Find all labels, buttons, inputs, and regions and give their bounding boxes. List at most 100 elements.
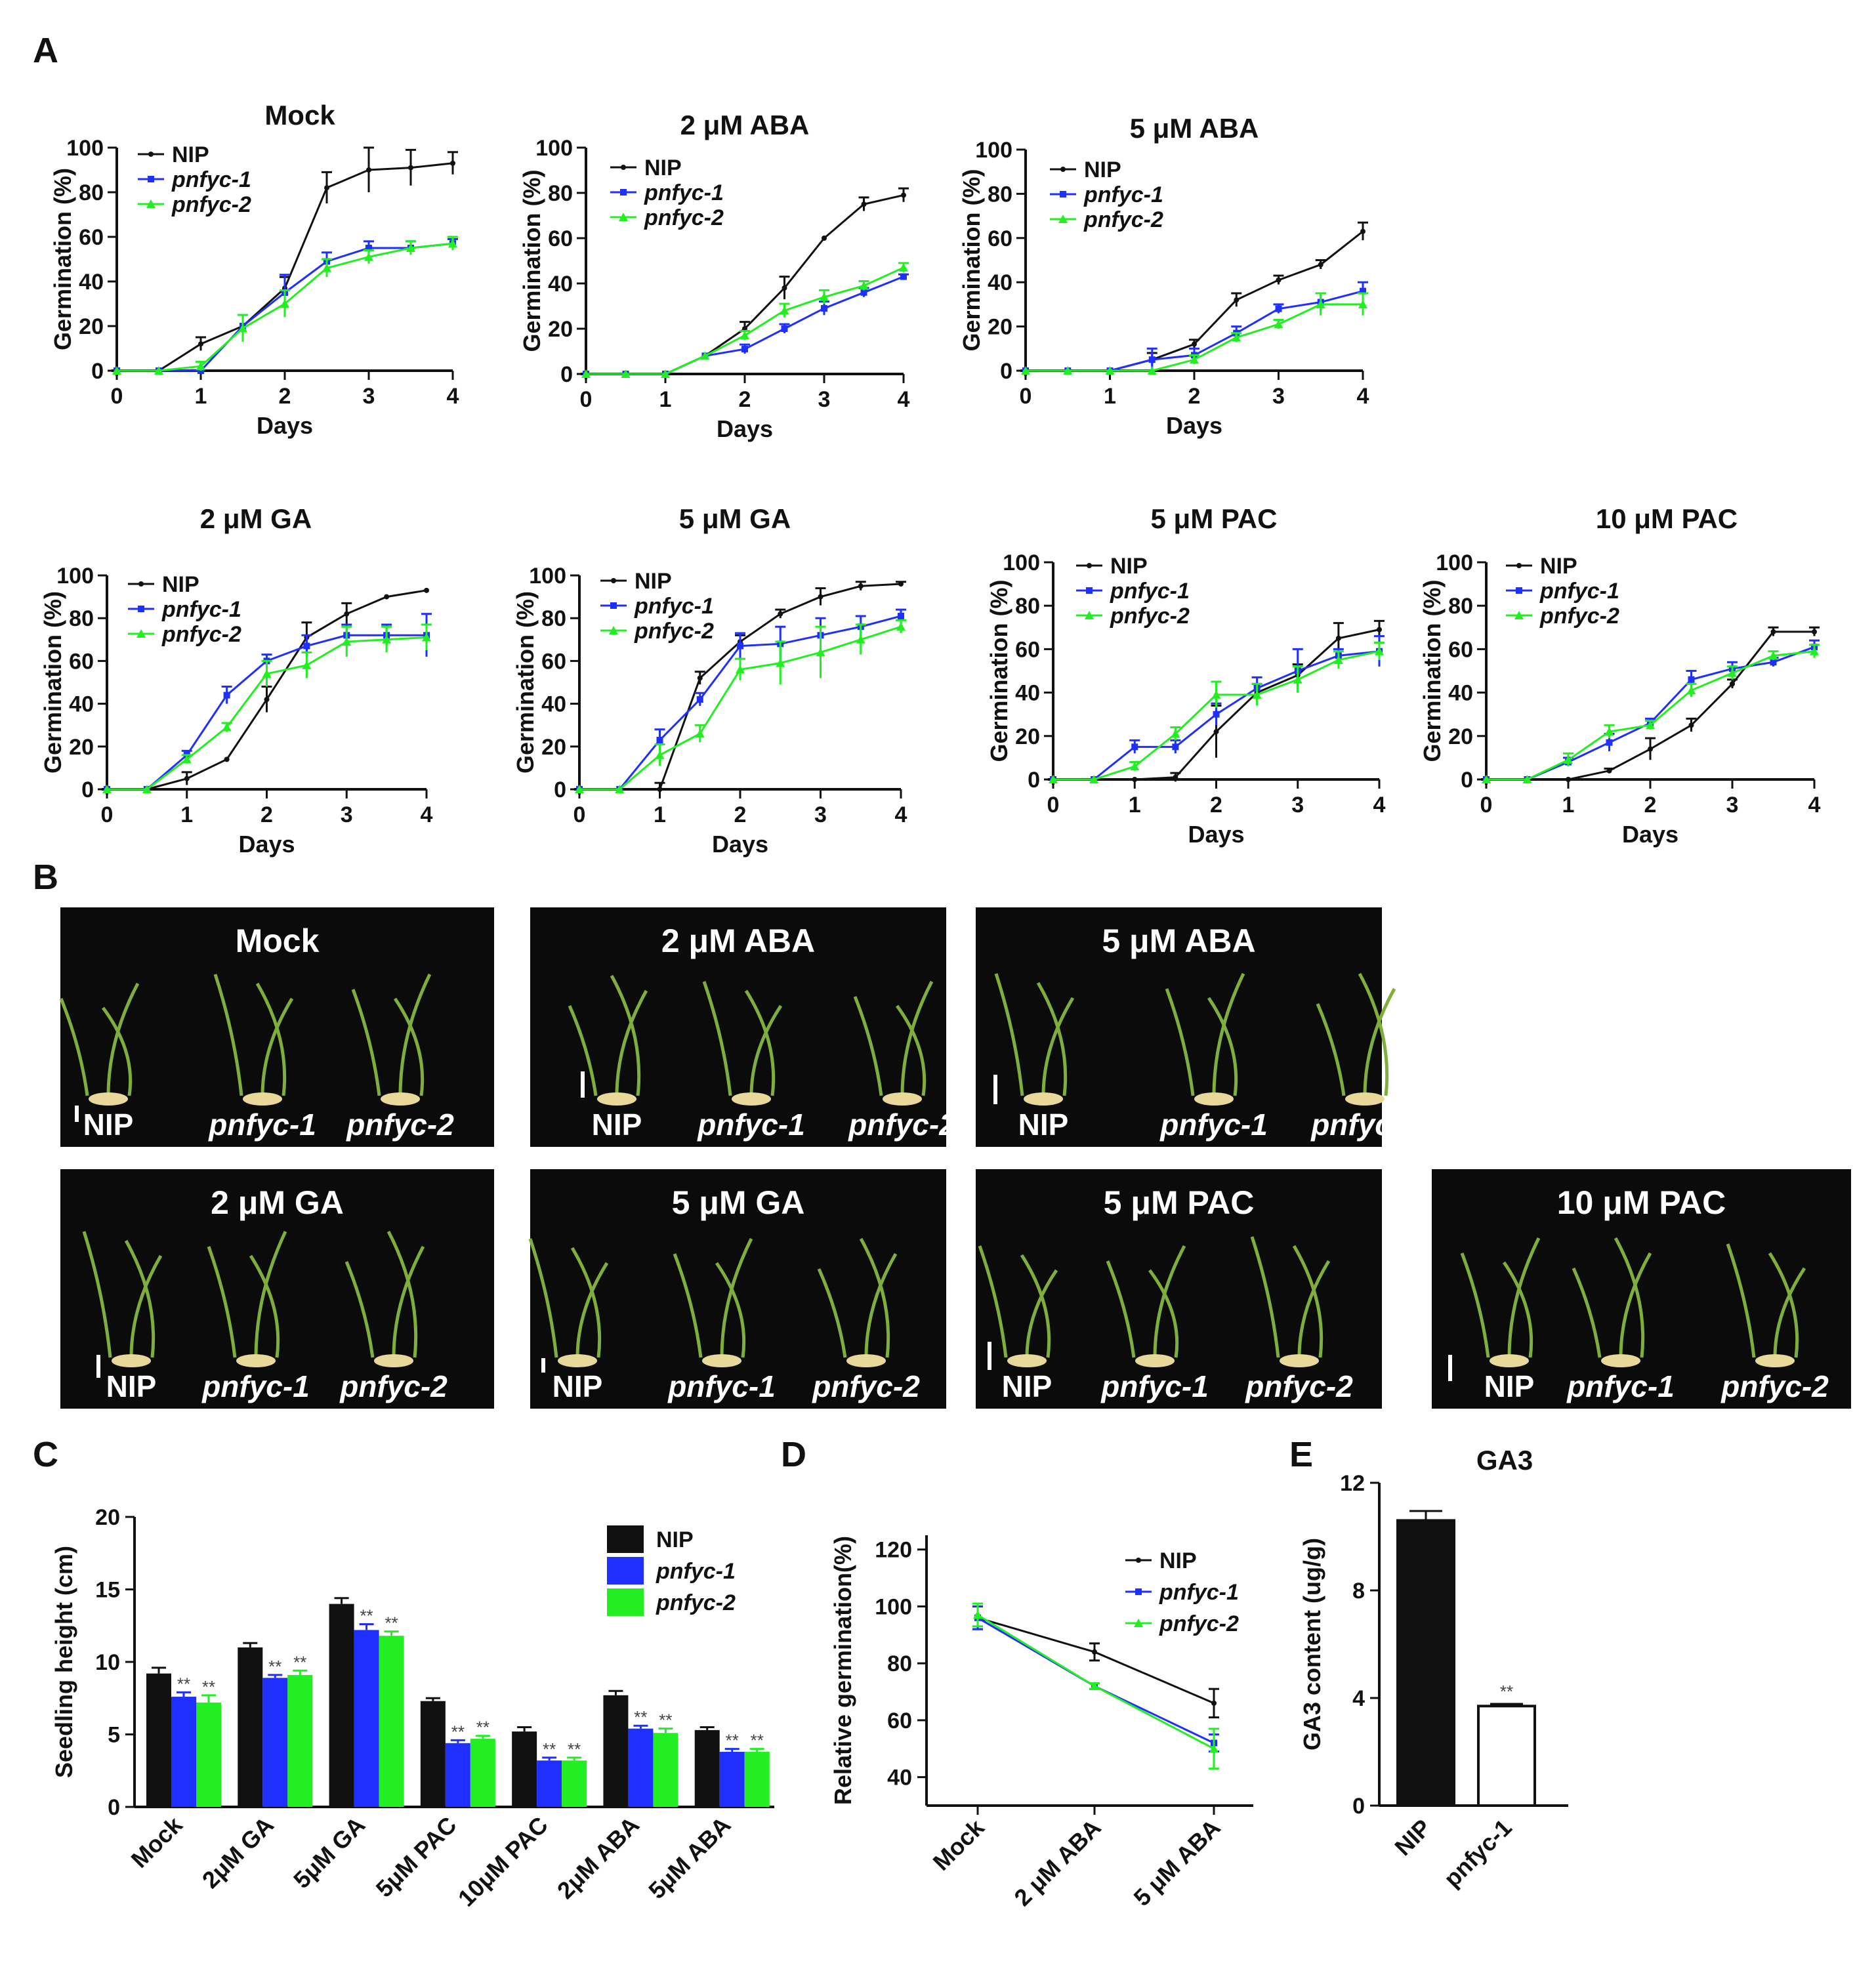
bar-pnfyc-2 — [379, 1636, 404, 1807]
seed-cluster — [1601, 1354, 1640, 1367]
data-point-pnfyc-2 — [1211, 690, 1221, 699]
seedling-leaf — [528, 1238, 558, 1358]
data-point-pnfyc-2 — [154, 366, 163, 375]
data-point-pnfyc-2 — [700, 351, 710, 360]
legend-label-NIP: NIP — [644, 155, 682, 180]
data-point-NIP — [782, 285, 787, 291]
y-tick-label: 60 — [541, 649, 566, 674]
data-point-pnfyc-2 — [1604, 727, 1614, 736]
x-tick-label: 1 — [195, 384, 207, 409]
seedling-leaf — [749, 1004, 783, 1096]
seedling-leaf — [1614, 1237, 1645, 1358]
photo-genotype-label: pnfyc-2 — [847, 1108, 956, 1142]
photo-genotype-label: pnfyc-1 — [667, 1369, 776, 1403]
significance-mark: ** — [293, 1652, 306, 1672]
bar-pnfyc-2 — [744, 1752, 770, 1807]
data-point-pnfyc-2 — [1522, 775, 1532, 783]
chart-title: 5 μM ABA — [1130, 113, 1259, 144]
seedling-leaf — [1207, 997, 1238, 1096]
seed-cluster — [732, 1092, 771, 1106]
y-tick-label: 80 — [988, 182, 1012, 207]
y-axis-title: Germination (%) — [986, 579, 1012, 762]
legend-marker — [148, 176, 154, 182]
seedling-leaf — [207, 1246, 237, 1358]
y-tick-label: 20 — [69, 735, 94, 760]
y-axis-title: Germination (%) — [49, 168, 76, 350]
photo-title: 2 μM GA — [211, 1184, 344, 1221]
data-point-NIP — [344, 611, 350, 617]
data-point-NIP — [1606, 768, 1612, 774]
chart-title: 2 μM GA — [200, 503, 312, 534]
y-tick-label: 15 — [95, 1578, 120, 1603]
data-point-NIP — [1566, 777, 1571, 782]
legend-label-pnfyc-1: pnfyc-1 — [1083, 182, 1163, 207]
photo-genotype-label: NIP — [552, 1369, 603, 1403]
legend-label-pnfyc-2: pnfyc-2 — [1083, 207, 1163, 232]
photo-title: 5 μM PAC — [1104, 1184, 1255, 1221]
photo-genotype-label: pnfyc-2 — [345, 1108, 454, 1142]
y-tick-label: 40 — [1448, 681, 1473, 706]
seed-cluster — [243, 1092, 282, 1106]
y-tick-label: 80 — [69, 606, 94, 631]
seedling-leaf — [615, 989, 648, 1096]
x-tick-label: 1 — [1129, 793, 1141, 818]
y-tick-label: 80 — [1448, 594, 1473, 619]
x-tick-label: 2 — [279, 384, 291, 409]
data-point-pnfyc-2 — [856, 634, 865, 644]
data-point-pnfyc-2 — [1021, 366, 1030, 375]
data-point-pnfyc-2 — [102, 785, 112, 793]
y-tick-label: 40 — [548, 272, 573, 297]
series-line-pnfyc-2 — [1486, 650, 1815, 781]
series-line-pnfyc-2 — [586, 266, 904, 375]
x-tick-label: 0 — [580, 387, 593, 412]
seedling-leaf — [978, 1245, 1008, 1358]
data-point-pnfyc-1 — [223, 692, 230, 699]
germination-chart-2: 0 20 40 60 80 100 0 1 2 3 4 Days Germination (%) 2 μM… — [518, 110, 910, 442]
panel-label-e: E — [1289, 1435, 1313, 1474]
germination-chart-4: 0 20 40 60 80 100 0 1 2 3 4 Days Germination (%) 2 μM… — [39, 503, 433, 858]
y-tick-label: 0 — [554, 777, 566, 802]
x-tick-label: 5μM ABA — [643, 1812, 736, 1904]
data-point-pnfyc-1 — [1131, 743, 1138, 751]
x-tick-label: 1 — [1104, 384, 1116, 409]
data-point-pnfyc-2 — [655, 750, 665, 759]
x-axis-title: Days — [1188, 821, 1244, 848]
significance-mark: ** — [360, 1606, 373, 1626]
x-tick-label: 4 — [1808, 793, 1821, 818]
legend-marker — [620, 189, 627, 196]
data-point-pnfyc-2 — [1089, 775, 1099, 783]
data-point-pnfyc-2 — [1482, 775, 1491, 783]
x-tick-label: 4 — [898, 387, 910, 412]
data-point-NIP — [1360, 228, 1365, 234]
x-tick-label: 3 — [818, 387, 831, 412]
data-point-pnfyc-2 — [1358, 299, 1367, 308]
y-tick-label: 100 — [535, 136, 573, 161]
y-tick-label: 40 — [69, 692, 94, 717]
y-tick-label: 20 — [79, 314, 104, 339]
y-tick-label: 10 — [95, 1650, 120, 1675]
bar-pnfyc-1 — [628, 1728, 654, 1807]
x-tick-label: 3 — [363, 384, 375, 409]
data-point-pnfyc-2 — [302, 660, 312, 669]
data-point-NIP — [697, 675, 703, 681]
bar-pnfyc-2 — [287, 1674, 313, 1807]
legend-label-NIP: NIP — [162, 572, 199, 597]
x-tick-label: 3 — [1291, 793, 1304, 818]
y-tick-label: 0 — [108, 1795, 120, 1820]
data-point-pnfyc-2 — [1375, 646, 1384, 655]
data-point-pnfyc-1 — [303, 642, 310, 650]
seedling-photo-3: 5 μM PAC NIP pnfyc-1 pnfyc-2 — [976, 1169, 1382, 1409]
germination-chart-7: 0 20 40 60 80 100 0 1 2 3 4 Days Germination (%) 10 μ… — [1419, 503, 1821, 848]
data-point-pnfyc-2 — [1147, 366, 1157, 375]
seedling-leaf — [1041, 997, 1075, 1096]
legend-marker — [1086, 587, 1093, 594]
significance-mark: ** — [1500, 1682, 1513, 1701]
seedling-photo-2: 5 μM GA NIP pnfyc-1 pnfyc-2 — [528, 1169, 946, 1409]
seedling-leaf — [82, 1231, 112, 1358]
seed-cluster — [381, 1092, 420, 1106]
data-point-pnfyc-1 — [1275, 305, 1282, 312]
legend-marker — [1134, 1619, 1143, 1627]
data-point-NIP — [1211, 1700, 1217, 1706]
photo-background — [530, 1169, 946, 1409]
